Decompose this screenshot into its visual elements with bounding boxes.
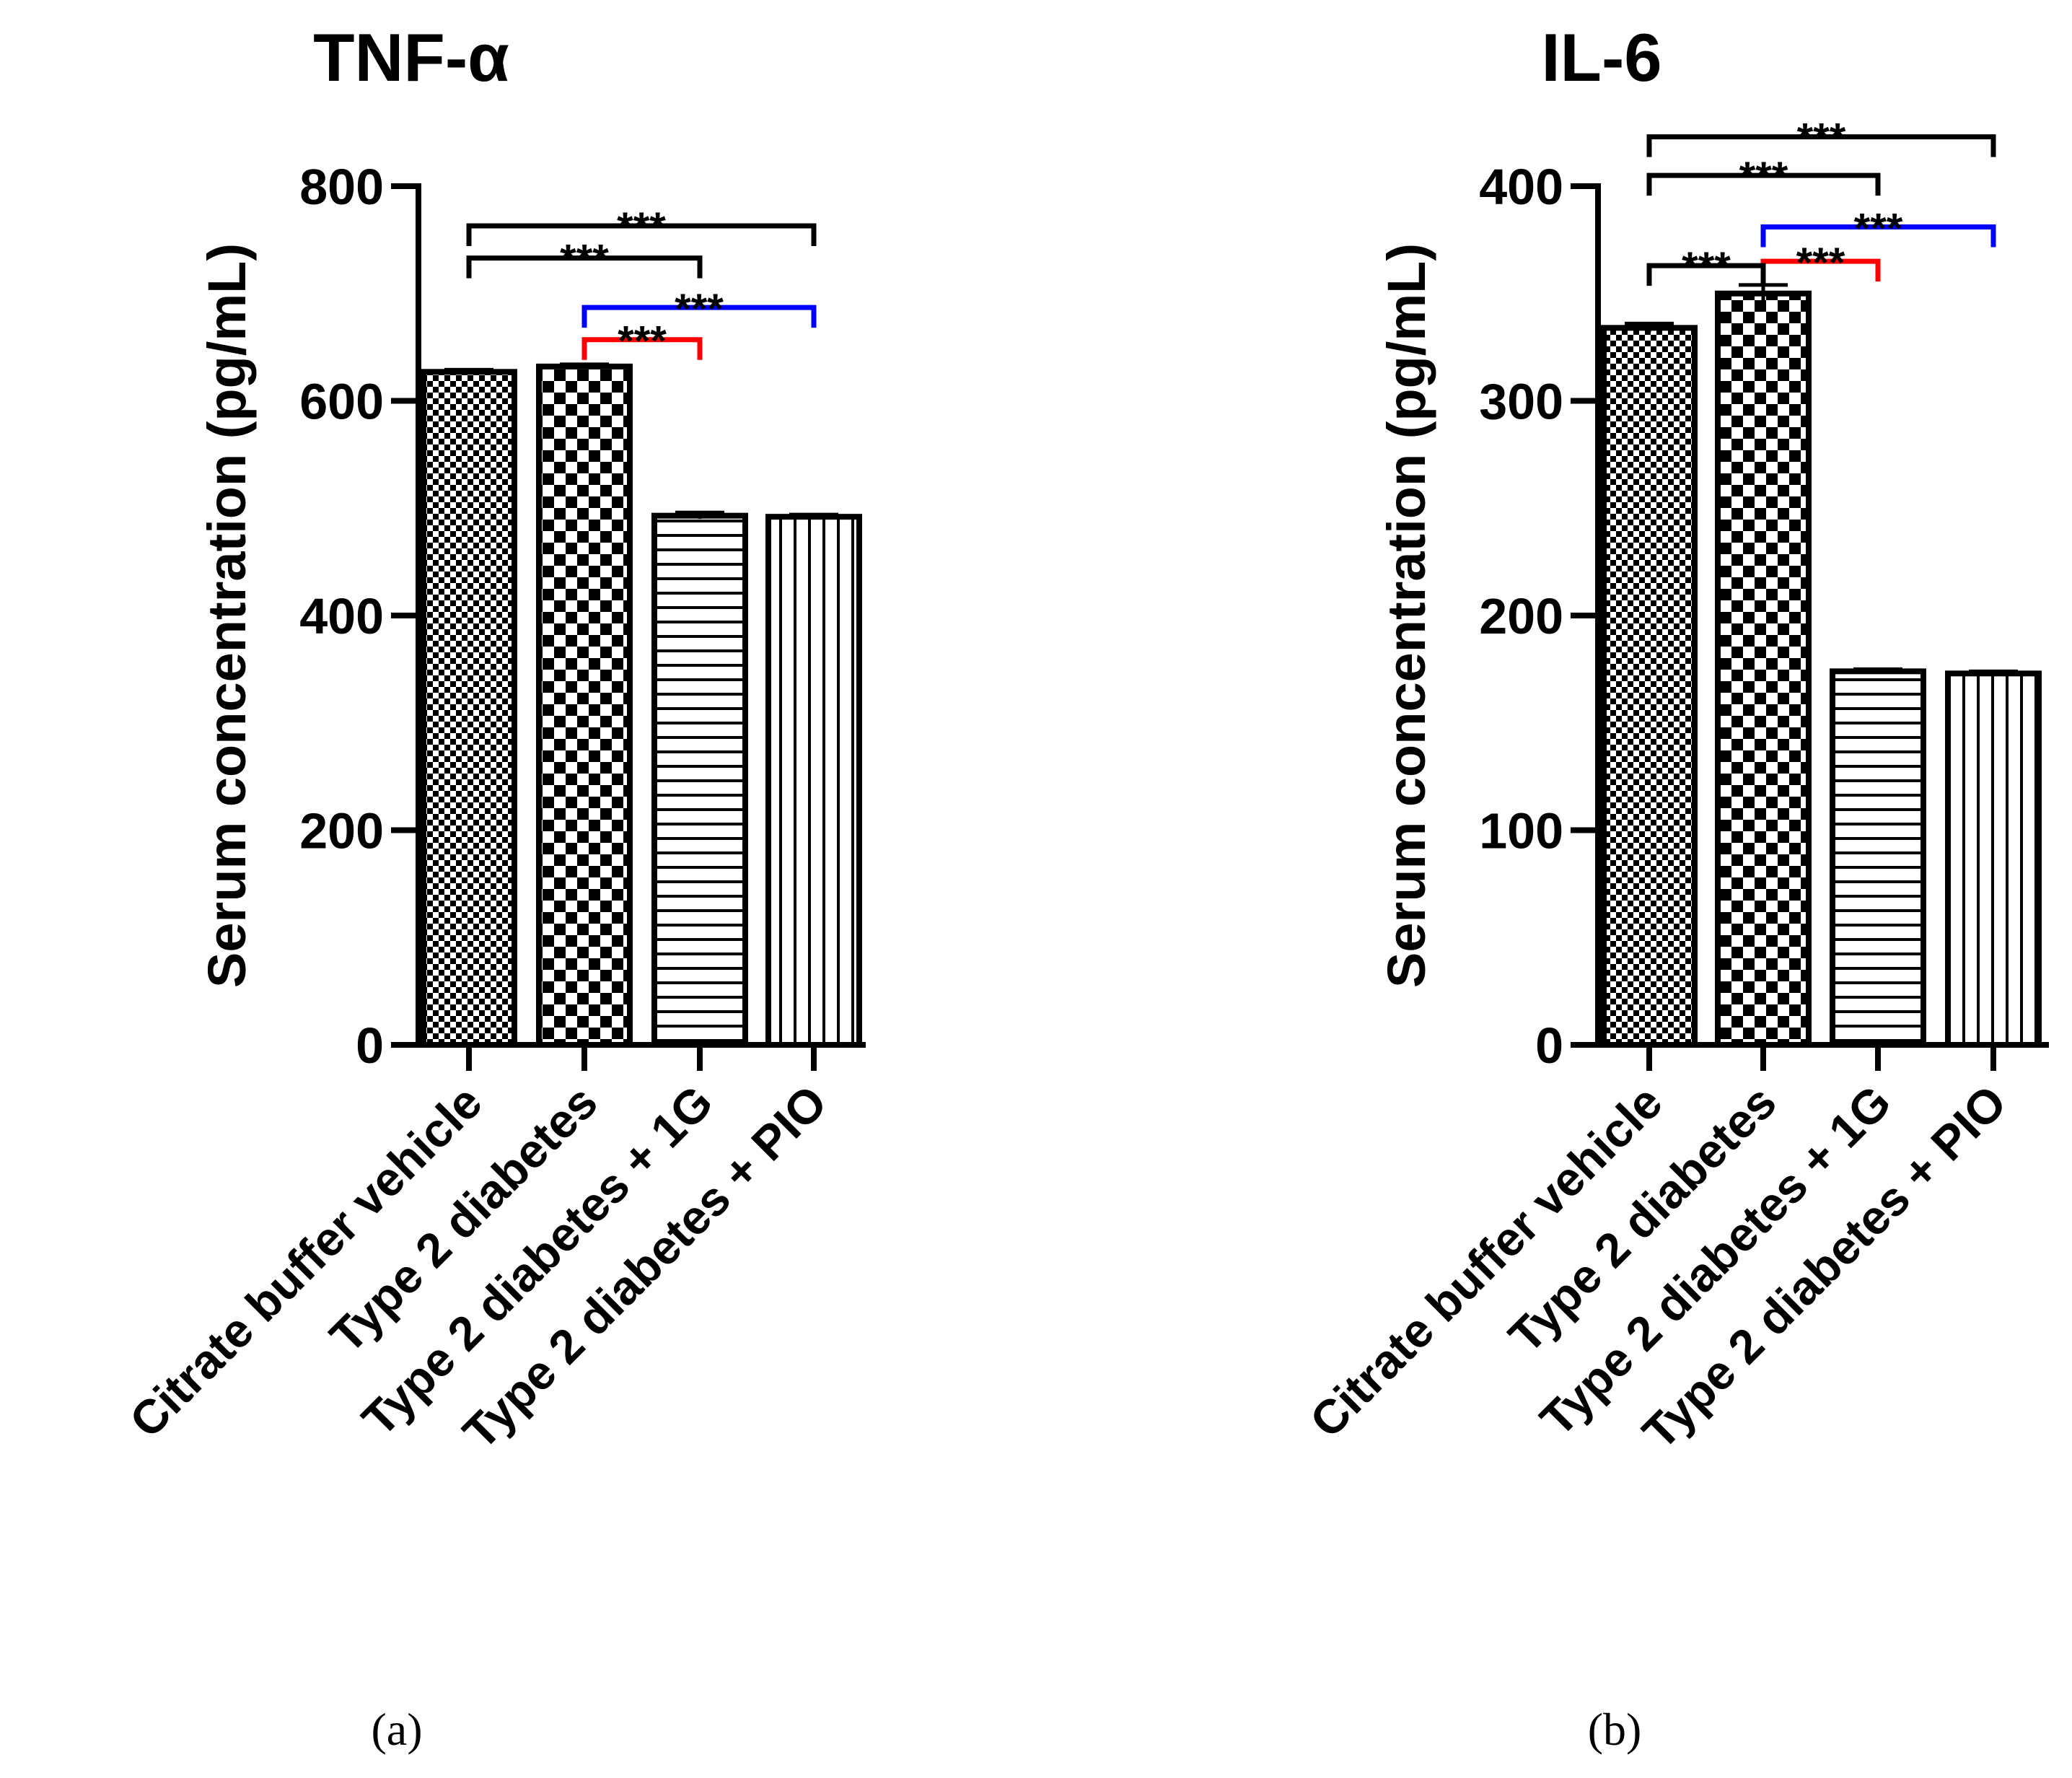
panel-b-chart: IL-6 Serum concentration (pg/mL) 0 100 200 30… <box>1299 19 2049 1755</box>
y-tick-label: 800 <box>299 159 384 215</box>
panel-caption: (a) <box>371 1704 422 1755</box>
significance-label: *** <box>1739 154 1788 201</box>
significance-bracket <box>1646 134 1996 157</box>
significance-label: *** <box>675 286 724 333</box>
bar-4 <box>1945 670 2042 1048</box>
significance-label: *** <box>1682 244 1731 291</box>
y-tick-label: 200 <box>299 803 384 859</box>
y-tick-label: 400 <box>1479 159 1563 215</box>
y-tick-label: 0 <box>1535 1017 1563 1074</box>
significance-bracket <box>1646 172 1881 196</box>
y-tick-label: 100 <box>1479 803 1563 859</box>
y-axis-label: Serum concentration (pg/mL) <box>1377 243 1436 988</box>
significance-label: *** <box>1854 206 1903 253</box>
significance-bracket <box>1646 263 1766 286</box>
bar-3 <box>1830 668 1926 1048</box>
bar-1 <box>421 369 517 1048</box>
y-tick-label: 200 <box>1479 588 1563 644</box>
panel-caption: (b) <box>1588 1704 1642 1755</box>
significance-label: *** <box>1797 115 1846 162</box>
significance-bracket <box>1760 224 1996 248</box>
bar-2 <box>536 363 633 1048</box>
significance-bracket <box>581 305 817 328</box>
significance-label: *** <box>617 204 666 251</box>
significance-label: *** <box>560 237 609 284</box>
bar-2 <box>1715 290 1812 1048</box>
significance-bracket <box>466 223 817 247</box>
y-axis-label: Serum concentration (pg/mL) <box>197 243 257 988</box>
significance-bracket <box>581 337 703 360</box>
significance-bracket <box>466 255 703 279</box>
chart-title: TNF-α <box>313 19 509 95</box>
y-tick-label: 400 <box>299 588 384 644</box>
y-tick-label: 0 <box>356 1017 384 1074</box>
panel-a-chart: TNF-α Serum concentration (pg/mL) 0 200 400 6… <box>119 19 866 1755</box>
bar-1 <box>1601 325 1698 1048</box>
significance-label: *** <box>1796 240 1845 286</box>
y-tick-label: 300 <box>1479 374 1563 430</box>
y-tick-label: 600 <box>299 374 384 430</box>
bar-3 <box>651 512 748 1048</box>
chart-title: IL-6 <box>1541 19 1661 95</box>
bar-4 <box>765 514 862 1048</box>
significance-label: *** <box>618 318 667 365</box>
